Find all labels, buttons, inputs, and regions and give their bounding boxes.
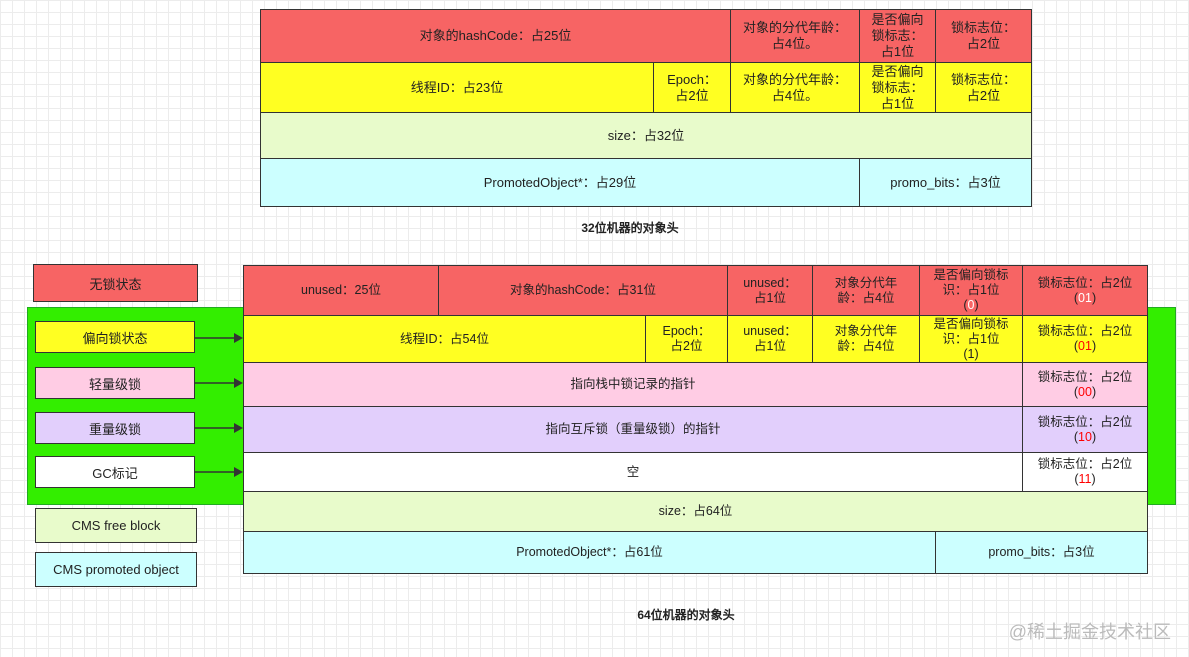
table64-cell: 线程ID：占54位	[243, 315, 646, 363]
table64-cell: 锁标志位：占2位 (10)	[1022, 406, 1148, 453]
legend-无锁状态: 无锁状态	[33, 264, 198, 302]
table64-cell: 锁标志位：占2位 (01)	[1022, 265, 1148, 316]
legend-轻量级锁: 轻量级锁	[35, 367, 195, 399]
lock-code: 1	[967, 346, 975, 361]
table32-cell: PromotedObject*：占29位	[260, 158, 860, 207]
arrow-head-icon	[234, 333, 243, 343]
table64-cell: promo_bits：占3位	[935, 531, 1148, 574]
lock-code: 10	[1078, 429, 1092, 444]
legend-偏向锁状态: 偏向锁状态	[35, 321, 195, 353]
table32-cell: 是否偏向 锁标志： 占1位	[859, 9, 936, 63]
table64-cell: unused：25位	[243, 265, 439, 316]
table32-cell: 锁标志位： 占2位	[935, 9, 1032, 63]
arrow-head-icon	[234, 467, 243, 477]
table64-cell: PromotedObject*：占61位	[243, 531, 936, 574]
table32-cell: promo_bits：占3位	[859, 158, 1032, 207]
table32-cell: 对象的分代年龄： 占4位。	[730, 62, 860, 113]
table64-cell: 锁标志位：占2位 (11)	[1022, 452, 1148, 492]
legend-重量级锁: 重量级锁	[35, 412, 195, 444]
legend-CMS-free-block: CMS free block	[35, 508, 197, 543]
table32-cell: 对象的分代年龄： 占4位。	[730, 9, 860, 63]
legend-GC标记: GC标记	[35, 456, 195, 488]
legend-CMS-promoted-object: CMS promoted object	[35, 552, 197, 587]
table64-cell: 锁标志位：占2位 (00)	[1022, 362, 1148, 407]
watermark: @稀土掘金技术社区	[1008, 622, 1171, 642]
table64-cell: 是否偏向锁标 识：占1位 (0)	[919, 265, 1023, 316]
table64-cell: Epoch： 占2位	[645, 315, 728, 363]
arrow-head-icon	[234, 378, 243, 388]
caption-32bit: 32位机器的对象头	[581, 221, 679, 235]
lock-code: 00	[1078, 384, 1092, 399]
table32-cell: 线程ID：占23位	[260, 62, 654, 113]
arrow-head-icon	[234, 423, 243, 433]
lock-code: 01	[1078, 290, 1092, 305]
table32-cell: Epoch： 占2位	[653, 62, 731, 113]
table32-cell: size：占32位	[260, 112, 1032, 159]
table64-cell: size：占64位	[243, 491, 1148, 532]
table32-cell: 对象的hashCode：占25位	[260, 9, 731, 63]
table64-cell: 空	[243, 452, 1023, 492]
table64-cell: 是否偏向锁标 识：占1位 (1)	[919, 315, 1023, 363]
lock-code: 11	[1078, 472, 1092, 486]
table64-cell: 对象分代年 龄：占4位	[812, 315, 920, 363]
lock-code: 0	[967, 298, 975, 312]
table32-cell: 是否偏向 锁标志： 占1位	[859, 62, 936, 113]
table64-cell: 对象的hashCode：占31位	[438, 265, 728, 316]
lock-code: 01	[1078, 339, 1092, 353]
caption-64bit: 64位机器的对象头	[637, 608, 735, 622]
